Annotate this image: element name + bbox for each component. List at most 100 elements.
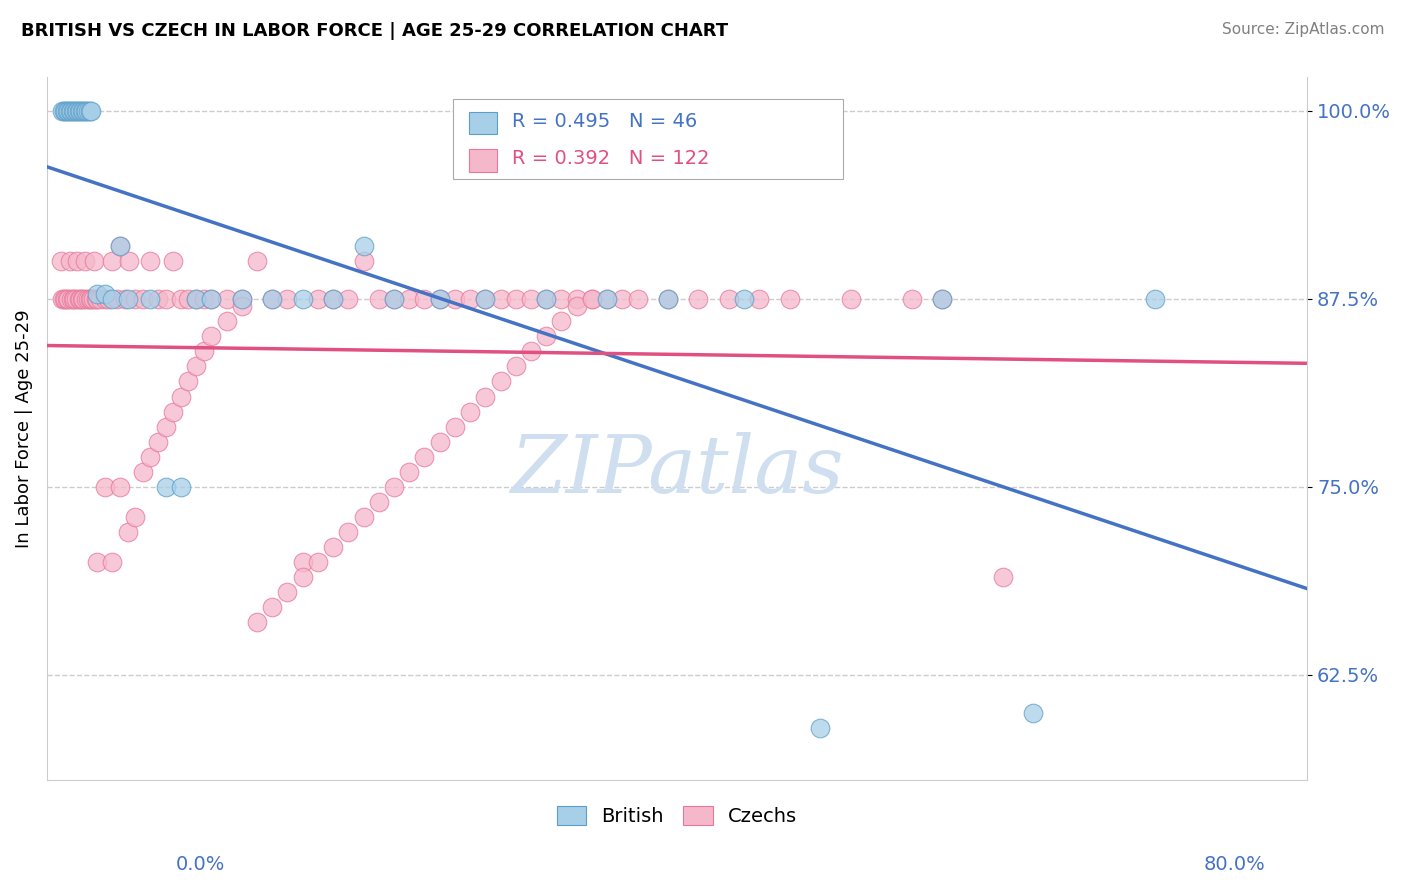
Point <box>146 434 169 449</box>
Point <box>59 103 82 118</box>
Point <box>231 292 253 306</box>
Point <box>170 390 193 404</box>
Point <box>146 292 169 306</box>
Point <box>581 292 603 306</box>
Point <box>184 359 207 374</box>
Point <box>322 540 344 554</box>
Point <box>69 292 91 306</box>
Point <box>66 103 89 118</box>
Point <box>489 375 512 389</box>
Point <box>55 292 77 306</box>
Point <box>79 103 101 118</box>
Point <box>65 103 87 118</box>
Point <box>291 292 314 306</box>
Point <box>108 239 131 253</box>
Point <box>184 292 207 306</box>
Point <box>398 292 420 306</box>
Point <box>108 239 131 253</box>
Point <box>193 292 215 306</box>
Point <box>505 359 527 374</box>
Point <box>155 480 177 494</box>
Point <box>367 292 389 306</box>
Point <box>382 292 405 306</box>
Point <box>458 404 481 418</box>
Point <box>550 314 572 328</box>
Point <box>231 299 253 313</box>
Point <box>429 292 451 306</box>
Point <box>79 292 101 306</box>
Point <box>86 287 108 301</box>
Point <box>413 450 436 464</box>
Point <box>246 615 269 630</box>
Point <box>118 254 141 268</box>
Point <box>748 292 770 306</box>
Point <box>307 555 329 569</box>
Point <box>124 292 146 306</box>
Point <box>262 292 284 306</box>
Point <box>93 480 115 494</box>
FancyBboxPatch shape <box>453 98 844 179</box>
Point <box>657 292 679 306</box>
Point <box>596 292 619 306</box>
Point <box>80 103 103 118</box>
Point <box>184 292 207 306</box>
Point <box>581 292 603 306</box>
Point <box>382 292 405 306</box>
Point <box>291 570 314 584</box>
Point <box>66 254 89 268</box>
Point <box>367 495 389 509</box>
Point <box>520 344 543 359</box>
Bar <box>470 112 496 135</box>
Text: R = 0.392   N = 122: R = 0.392 N = 122 <box>512 150 710 169</box>
Legend: British, Czechs: British, Czechs <box>550 797 806 834</box>
Point <box>73 103 96 118</box>
Point <box>193 344 215 359</box>
Point <box>717 292 740 306</box>
Point <box>398 465 420 479</box>
Point <box>596 292 619 306</box>
Point <box>155 419 177 434</box>
Point <box>69 103 91 118</box>
Point <box>534 329 557 343</box>
Point <box>520 292 543 306</box>
Point <box>84 292 107 306</box>
Point <box>565 292 588 306</box>
Point <box>86 292 108 306</box>
Point <box>52 103 75 118</box>
Text: 0.0%: 0.0% <box>176 855 225 874</box>
Point <box>67 292 90 306</box>
Point <box>60 103 83 118</box>
Point <box>162 254 184 268</box>
Point <box>353 254 375 268</box>
Point <box>276 292 298 306</box>
Point <box>75 292 97 306</box>
Point <box>688 292 710 306</box>
Bar <box>470 149 496 171</box>
Point <box>474 390 496 404</box>
Point <box>58 103 80 118</box>
Point <box>900 292 922 306</box>
Point <box>62 292 84 306</box>
Point <box>52 292 75 306</box>
Point <box>215 292 238 306</box>
Point <box>63 292 86 306</box>
Point <box>73 254 96 268</box>
Point <box>231 292 253 306</box>
Point <box>1144 292 1167 306</box>
Point <box>534 292 557 306</box>
Text: R = 0.495   N = 46: R = 0.495 N = 46 <box>512 112 697 131</box>
Point <box>53 103 76 118</box>
Point <box>117 524 139 539</box>
Point <box>612 292 634 306</box>
Point <box>77 292 100 306</box>
Point <box>291 555 314 569</box>
Point <box>139 450 162 464</box>
Point <box>58 292 80 306</box>
Point <box>93 292 115 306</box>
Point <box>132 465 155 479</box>
Point <box>93 287 115 301</box>
Point <box>246 254 269 268</box>
Point <box>67 103 90 118</box>
Point <box>72 103 94 118</box>
Point <box>215 314 238 328</box>
